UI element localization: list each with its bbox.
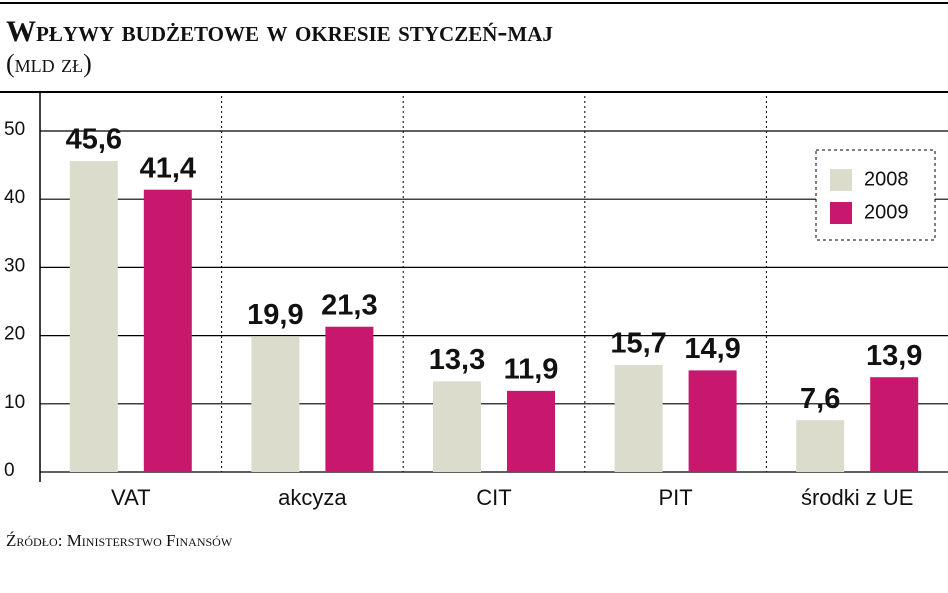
chart-subtitle: (mld zł) [6, 49, 92, 78]
bar [69, 161, 118, 472]
y-tick-label: 40 [4, 187, 25, 208]
legend-box [815, 149, 936, 241]
value-label: 7,6 [800, 383, 840, 415]
value-label: 11,9 [504, 353, 559, 385]
bar [325, 326, 374, 472]
legend-swatch [830, 169, 852, 191]
source: Źródło: Ministerstwo Finansów [6, 531, 233, 550]
x-tick-label: środki z UE [801, 485, 913, 510]
value-label: 13,9 [866, 340, 922, 372]
bar [507, 390, 555, 472]
x-tick-label: akcyza [278, 485, 347, 510]
x-tick-label: PIT [658, 485, 692, 510]
x-tick-label: CIT [476, 485, 511, 510]
bar [433, 381, 481, 472]
value-label: 21,3 [321, 289, 377, 321]
value-label: 41,4 [140, 152, 196, 184]
y-tick-label: 0 [4, 460, 15, 481]
legend-label: 2009 [864, 201, 909, 223]
legend-swatch [830, 202, 852, 224]
bar [870, 377, 919, 472]
bar [614, 364, 663, 472]
y-tick-label: 20 [4, 324, 25, 345]
value-label: 13,3 [429, 344, 485, 376]
value-label: 14,9 [684, 333, 740, 365]
chart-title: Wpływy budżetowe w okresie styczeń-maj [6, 15, 553, 48]
bar [688, 370, 737, 472]
bar [796, 420, 845, 472]
legend-label: 2008 [864, 168, 909, 190]
y-tick-label: 30 [4, 255, 25, 276]
bar [143, 189, 192, 473]
y-tick-label: 50 [4, 119, 25, 140]
y-tick-label: 10 [4, 392, 25, 413]
value-label: 15,7 [610, 328, 666, 360]
x-tick-label: VAT [111, 485, 151, 510]
bar [251, 336, 300, 472]
value-label: 19,9 [247, 299, 303, 331]
value-label: 45,6 [66, 124, 122, 156]
